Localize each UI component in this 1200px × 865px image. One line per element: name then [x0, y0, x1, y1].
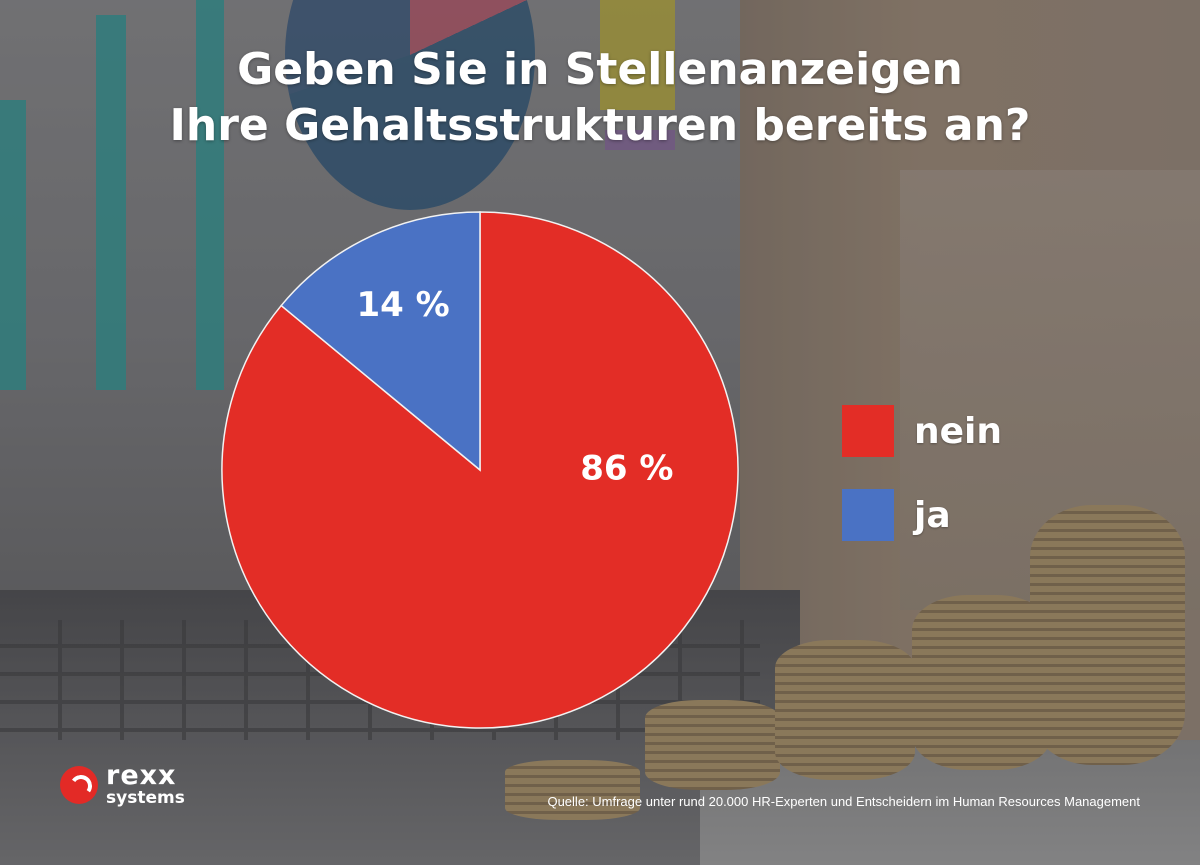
rexx-systems-logo: rexx systems [60, 762, 185, 807]
legend: nein ja [842, 405, 1002, 573]
pie-slices [221, 211, 739, 729]
pie-labels: 86 % 14 % [356, 285, 673, 488]
source-note: Quelle: Umfrage unter rund 20.000 HR-Exp… [547, 794, 1140, 809]
logo-wordmark: rexx systems [106, 762, 185, 807]
chart-title: Geben Sie in Stellenanzeigen Ihre Gehalt… [0, 42, 1200, 154]
pie-slice-ja [280, 211, 481, 472]
logo-name-bottom: systems [106, 788, 185, 808]
pie-chart: 86 % 14 % [221, 211, 739, 729]
chart-title-line-1: Geben Sie in Stellenanzeigen [237, 44, 963, 95]
legend-swatch-ja [842, 489, 894, 541]
logo-name-top: rexx [106, 760, 177, 791]
chart-title-line-2: Ihre Gehaltsstrukturen bereits an? [169, 100, 1031, 151]
pie-label-ja: 14 % [356, 285, 449, 325]
legend-swatch-nein [842, 405, 894, 457]
legend-item-nein: nein [842, 405, 1002, 457]
legend-item-ja: ja [842, 489, 1002, 541]
legend-label-ja: ja [914, 494, 951, 536]
legend-label-nein: nein [914, 410, 1003, 452]
pie-label-nein: 86 % [580, 449, 673, 489]
rexx-logo-icon [60, 765, 98, 804]
